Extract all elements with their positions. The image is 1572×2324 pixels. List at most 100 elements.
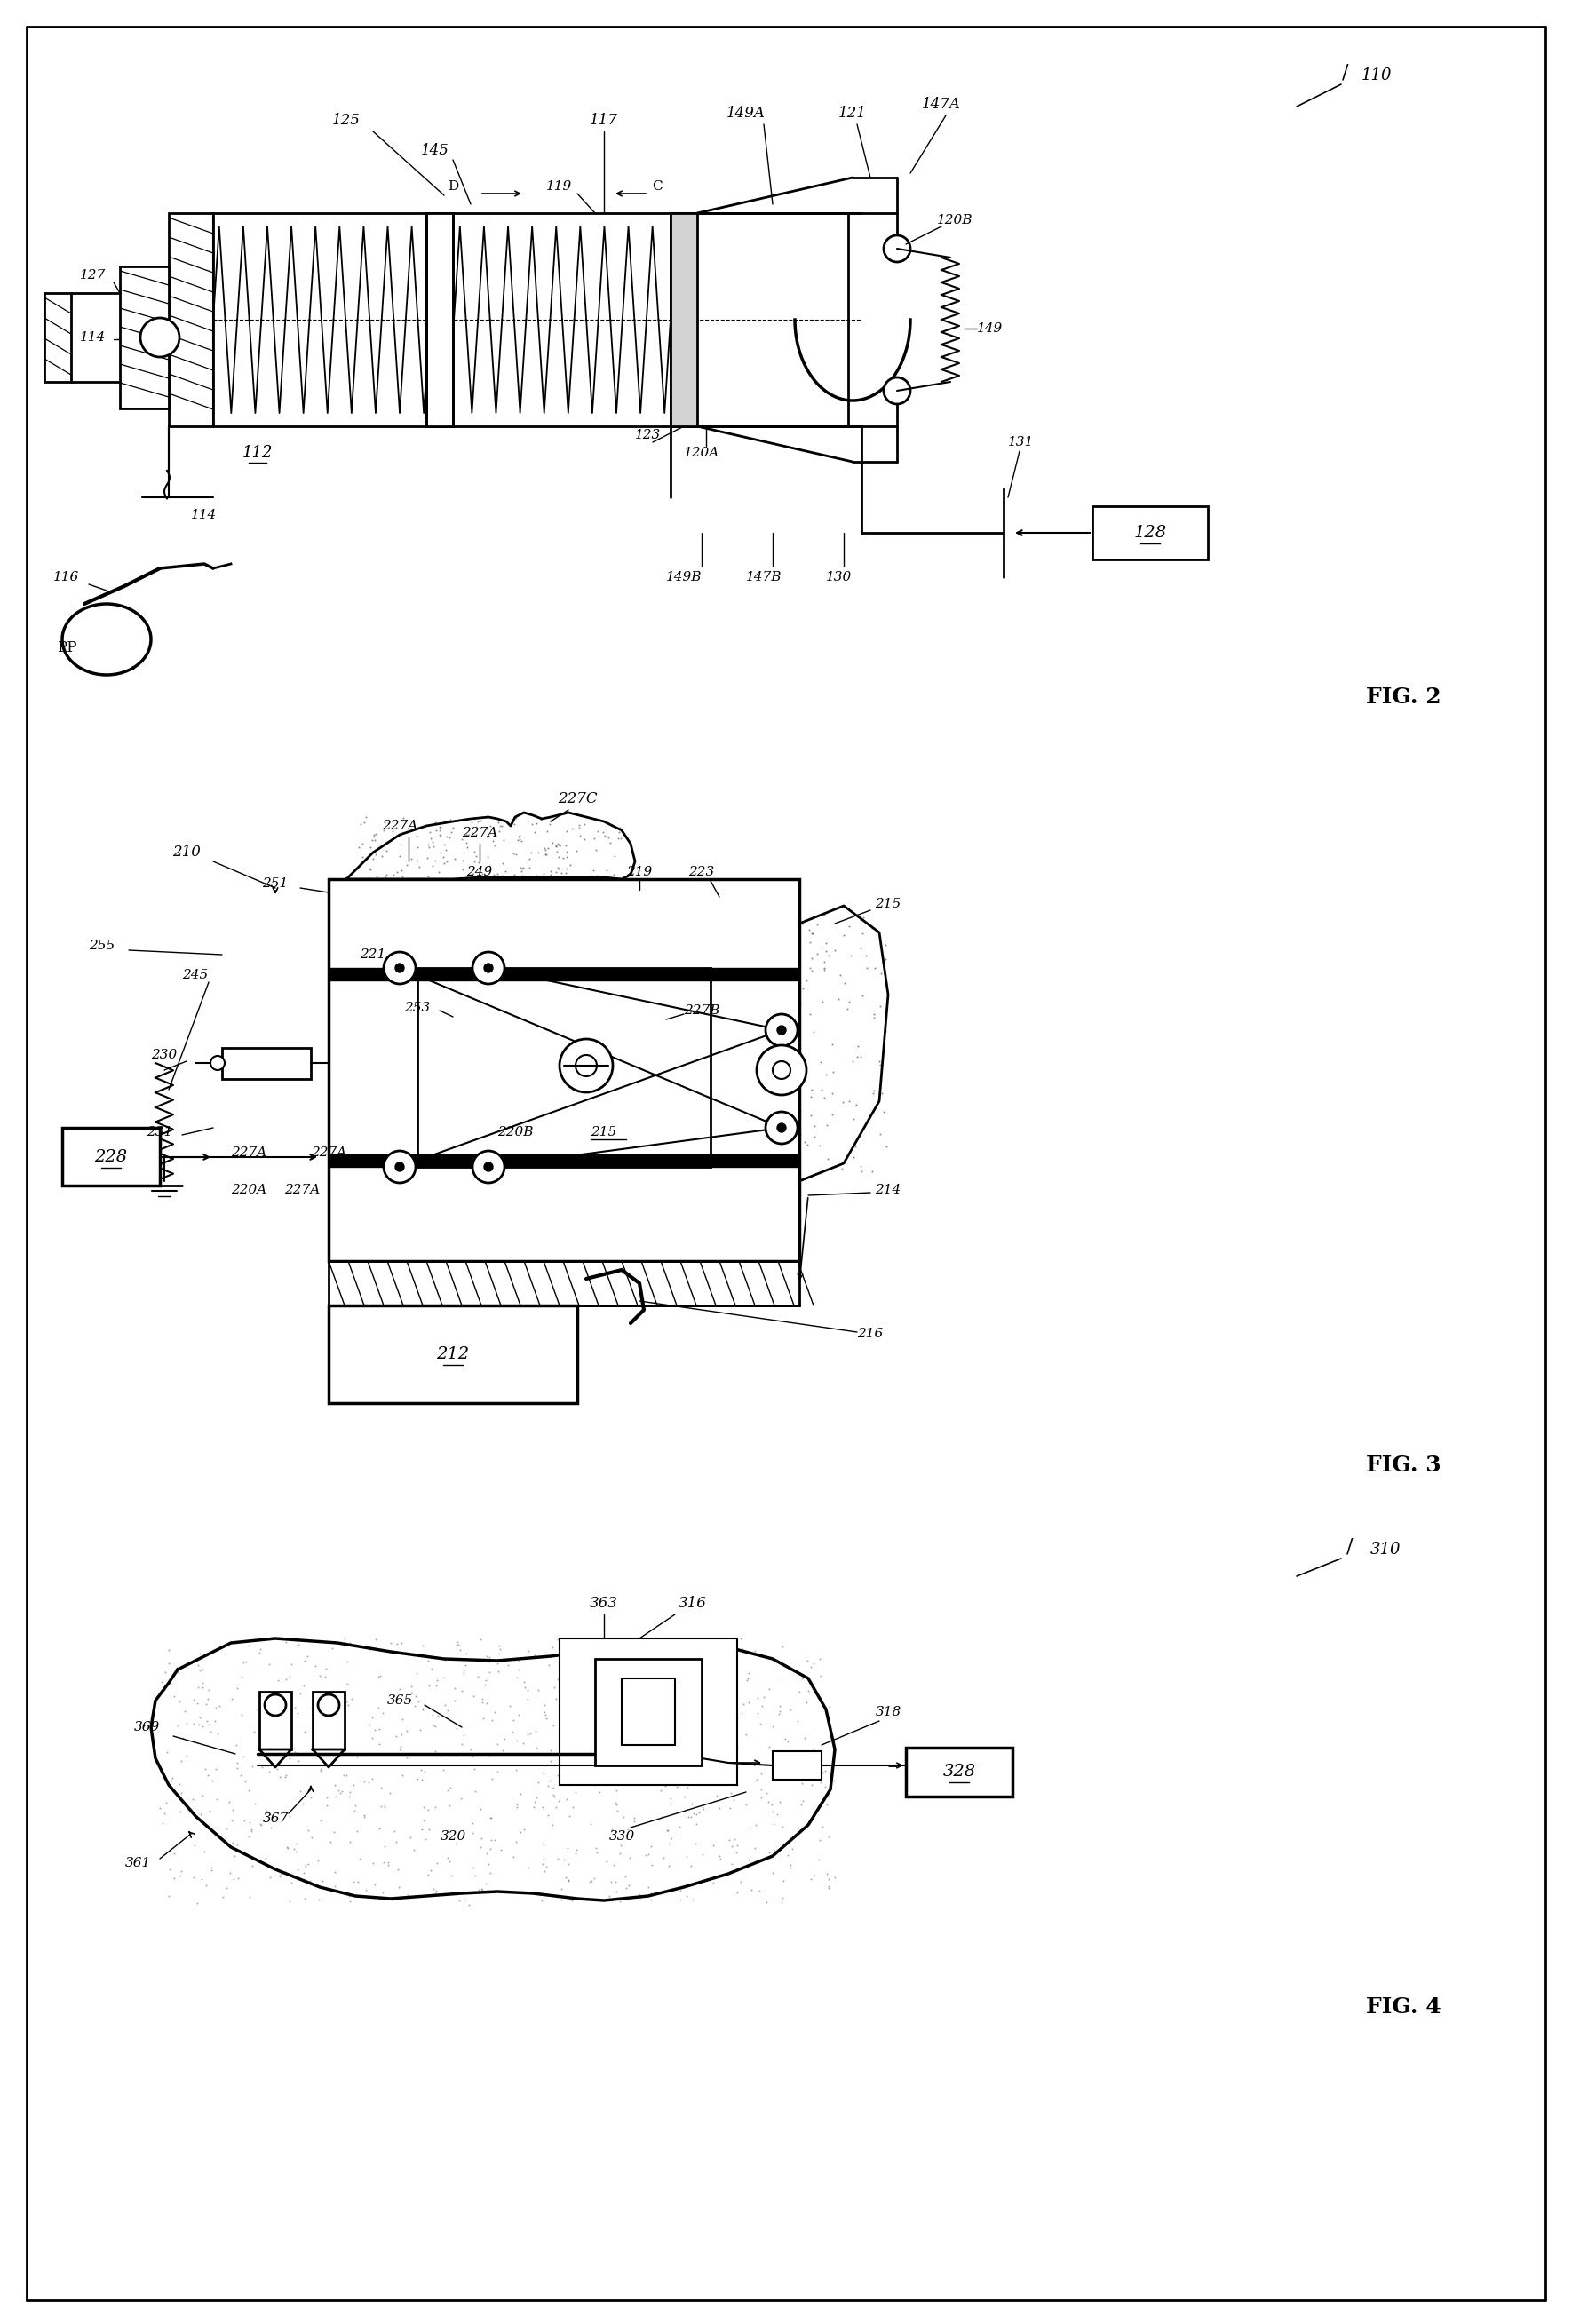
Bar	[560, 1638, 737, 1785]
Text: /: /	[1342, 63, 1349, 84]
Bar	[313, 1692, 344, 1750]
Bar	[63, 1127, 160, 1185]
Text: 131: 131	[1008, 437, 1034, 449]
Text: 227A: 227A	[382, 820, 418, 832]
Circle shape	[766, 1111, 797, 1143]
Text: 128: 128	[1133, 525, 1166, 541]
Text: 330: 330	[608, 1831, 635, 1843]
Circle shape	[883, 235, 910, 263]
Text: 149A: 149A	[726, 107, 766, 121]
Text: 214: 214	[876, 1183, 901, 1197]
Text: C: C	[652, 181, 662, 193]
Bar	[222, 1048, 311, 1078]
Polygon shape	[313, 1750, 344, 1766]
Text: 221: 221	[360, 948, 387, 960]
Text: 251: 251	[263, 878, 288, 890]
Text: FIG. 4: FIG. 4	[1366, 1996, 1442, 2017]
Polygon shape	[799, 906, 888, 1181]
Circle shape	[773, 1062, 791, 1078]
Text: 220B: 220B	[497, 1127, 533, 1139]
Bar	[621, 1678, 674, 1745]
Text: 227B: 227B	[684, 1004, 720, 1018]
Text: 231: 231	[146, 1127, 173, 1139]
Bar	[773, 1752, 822, 1780]
Circle shape	[777, 1122, 786, 1132]
Text: 316: 316	[679, 1594, 707, 1611]
Text: 149: 149	[978, 323, 1003, 335]
Text: 123: 123	[635, 430, 662, 442]
Text: 121: 121	[838, 107, 866, 121]
Bar	[671, 214, 849, 425]
Text: 363: 363	[590, 1594, 618, 1611]
Bar	[329, 969, 799, 981]
Circle shape	[777, 1025, 786, 1034]
Circle shape	[473, 953, 505, 983]
Text: 215: 215	[876, 897, 901, 911]
Circle shape	[140, 318, 179, 358]
Text: 110: 110	[1361, 67, 1391, 84]
Circle shape	[264, 1694, 286, 1715]
Text: 120B: 120B	[937, 214, 973, 225]
Circle shape	[575, 1055, 597, 1076]
Bar	[259, 1692, 291, 1750]
Text: 227A: 227A	[462, 827, 497, 839]
Circle shape	[395, 964, 404, 971]
Text: 227C: 227C	[558, 792, 597, 806]
Text: 116: 116	[53, 572, 80, 583]
Text: 245: 245	[182, 969, 209, 981]
Circle shape	[484, 1162, 494, 1171]
Bar	[418, 969, 711, 1167]
Polygon shape	[259, 1750, 291, 1766]
Text: 149B: 149B	[667, 572, 701, 583]
Text: 227A: 227A	[311, 1146, 346, 1160]
Text: 114: 114	[192, 509, 217, 521]
Bar	[329, 1306, 577, 1404]
Circle shape	[560, 1039, 613, 1092]
Bar	[44, 293, 71, 381]
Text: D: D	[448, 181, 459, 193]
Text: 227A: 227A	[285, 1183, 319, 1197]
Text: 318: 318	[876, 1706, 901, 1717]
Text: 117: 117	[590, 112, 618, 128]
Text: 114: 114	[80, 332, 107, 344]
Text: 112: 112	[242, 444, 274, 460]
Bar	[329, 1262, 799, 1306]
Text: 130: 130	[827, 572, 852, 583]
Text: 127: 127	[80, 270, 107, 281]
Text: 212: 212	[437, 1346, 470, 1362]
Bar	[905, 1748, 1012, 1796]
Bar	[426, 214, 453, 425]
Text: 227A: 227A	[231, 1146, 267, 1160]
Bar	[1093, 507, 1207, 560]
Circle shape	[395, 1162, 404, 1171]
Text: 228: 228	[94, 1148, 127, 1164]
Bar	[119, 267, 168, 409]
Text: 119: 119	[547, 181, 572, 193]
Text: 220A: 220A	[231, 1183, 267, 1197]
Text: 255: 255	[90, 939, 115, 953]
Circle shape	[211, 1055, 225, 1069]
Text: 328: 328	[943, 1764, 976, 1780]
Circle shape	[484, 964, 494, 971]
Bar	[596, 1659, 701, 1766]
Bar	[329, 878, 799, 1262]
Text: 369: 369	[134, 1722, 159, 1734]
Text: 230: 230	[151, 1048, 178, 1062]
Circle shape	[883, 376, 910, 404]
Text: 210: 210	[173, 846, 201, 860]
Text: 216: 216	[857, 1327, 883, 1341]
Text: 223: 223	[689, 867, 715, 878]
Polygon shape	[151, 1638, 835, 1901]
Polygon shape	[346, 813, 635, 878]
Text: 215: 215	[591, 1127, 616, 1139]
Text: 253: 253	[404, 1002, 431, 1013]
Bar	[329, 1155, 799, 1167]
Text: /: /	[1347, 1536, 1353, 1557]
Text: 219: 219	[627, 867, 652, 878]
Text: 125: 125	[332, 112, 360, 128]
Circle shape	[756, 1046, 806, 1095]
Text: 120A: 120A	[684, 446, 720, 460]
Text: 145: 145	[421, 144, 450, 158]
Text: 249: 249	[467, 867, 492, 878]
Bar	[671, 214, 698, 425]
